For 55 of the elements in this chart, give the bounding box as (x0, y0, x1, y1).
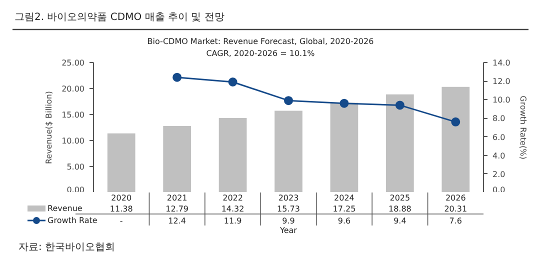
text: CAGR, 2020-2026 = 10.1% (206, 49, 316, 58)
bar (163, 126, 191, 192)
data-label: 9.4 (394, 216, 406, 226)
text: 자료: 한국바이오협회 (18, 242, 116, 253)
legend-label: Revenue (48, 204, 82, 213)
point (340, 98, 349, 108)
y-tick-label: 5.00 (66, 162, 84, 172)
bar (107, 133, 136, 192)
data-label: 12.79 (166, 204, 189, 214)
point (451, 117, 460, 126)
chart-title: 그림2. 바이오의약품 CDMO 매출 추이 및 전망 (14, 12, 224, 23)
data-label: 11.9 (224, 216, 242, 226)
data-label: 7.6 (449, 216, 462, 226)
legend-label: Growth Rate (48, 216, 98, 225)
x-tick-label: 2024 (334, 194, 354, 202)
bar (386, 94, 414, 192)
y2-tick-label: 6.0 (492, 132, 506, 142)
text: - (120, 216, 123, 226)
y-tick-label: 15.00 (62, 110, 85, 120)
bar (330, 102, 358, 192)
point (284, 96, 293, 106)
x-tick-label: 2025 (390, 194, 410, 202)
y2-tick-label: 12.0 (492, 77, 510, 86)
x-tick-label: 2020 (111, 194, 132, 202)
y-tick-label: 10.00 (62, 136, 85, 146)
x-tick-label: 2026 (445, 194, 466, 202)
data-label: 11.38 (110, 204, 133, 214)
y-tick-label: 20.00 (62, 84, 85, 94)
y2-axis-title: Growth Rate(%) (518, 96, 528, 160)
point (395, 100, 404, 110)
y2-tick-label: 2.0 (492, 170, 506, 179)
data-label: 18.88 (388, 204, 412, 214)
x-axis-title: Year (279, 226, 298, 235)
data-label: 14.32 (221, 204, 244, 214)
x-tick-label: 2023 (278, 194, 299, 202)
x-tick-label: 2022 (222, 194, 243, 202)
point (172, 72, 182, 82)
y2-tick-label: 14.0 (492, 58, 510, 68)
y-axis-title: Revenue($ Billion) (44, 90, 54, 164)
data-label: 12.4 (168, 216, 186, 226)
y2-tick-label: 8.0 (492, 114, 506, 124)
chart-subtitle: Bio-CDMO Market: Revenue Forecast, Global, 2020-2026 (147, 37, 374, 46)
data-label: 20.31 (444, 204, 468, 214)
data-label: 9.6 (338, 216, 351, 226)
data-label: 9.9 (282, 216, 295, 226)
y2-tick-label: 10.0 (492, 96, 510, 105)
bar (442, 86, 470, 192)
x-tick-label: 2021 (166, 194, 188, 202)
point (228, 78, 238, 86)
data-label: 17.25 (332, 204, 356, 214)
y-tick-label: 25.00 (62, 58, 85, 68)
y2-tick-label: 4.0 (492, 151, 506, 160)
bar (274, 110, 302, 192)
data-label: 15.73 (277, 204, 300, 214)
bar (218, 118, 247, 192)
